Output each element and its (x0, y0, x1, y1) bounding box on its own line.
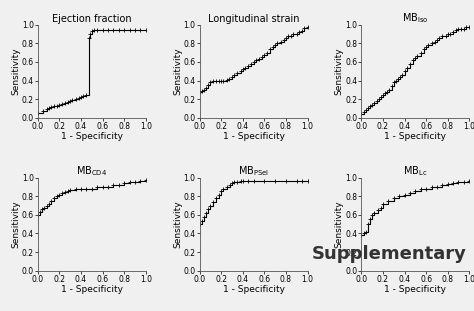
Text: Supplementary: Supplementary (312, 245, 467, 263)
X-axis label: 1 - Specificity: 1 - Specificity (384, 285, 447, 294)
Title: MB$_\mathrm{CD4}$: MB$_\mathrm{CD4}$ (76, 164, 108, 178)
Y-axis label: Sensitivity: Sensitivity (173, 200, 182, 248)
Y-axis label: Sensitivity: Sensitivity (11, 200, 20, 248)
Y-axis label: Sensitivity: Sensitivity (335, 200, 344, 248)
Title: MB$_\mathrm{Iso}$: MB$_\mathrm{Iso}$ (402, 11, 428, 25)
Title: Longitudinal strain: Longitudinal strain (208, 14, 300, 24)
Title: MB$_\mathrm{PSel}$: MB$_\mathrm{PSel}$ (238, 164, 269, 178)
X-axis label: 1 - Specificity: 1 - Specificity (384, 132, 447, 141)
Title: Ejection fraction: Ejection fraction (52, 14, 132, 24)
X-axis label: 1 - Specificity: 1 - Specificity (61, 132, 123, 141)
Y-axis label: Sensitivity: Sensitivity (335, 47, 344, 95)
Y-axis label: Sensitivity: Sensitivity (173, 47, 182, 95)
X-axis label: 1 - Specificity: 1 - Specificity (223, 132, 284, 141)
X-axis label: 1 - Specificity: 1 - Specificity (61, 285, 123, 294)
Y-axis label: Sensitivity: Sensitivity (11, 47, 20, 95)
X-axis label: 1 - Specificity: 1 - Specificity (223, 285, 284, 294)
Title: MB$_\mathrm{Lc}$: MB$_\mathrm{Lc}$ (403, 164, 428, 178)
